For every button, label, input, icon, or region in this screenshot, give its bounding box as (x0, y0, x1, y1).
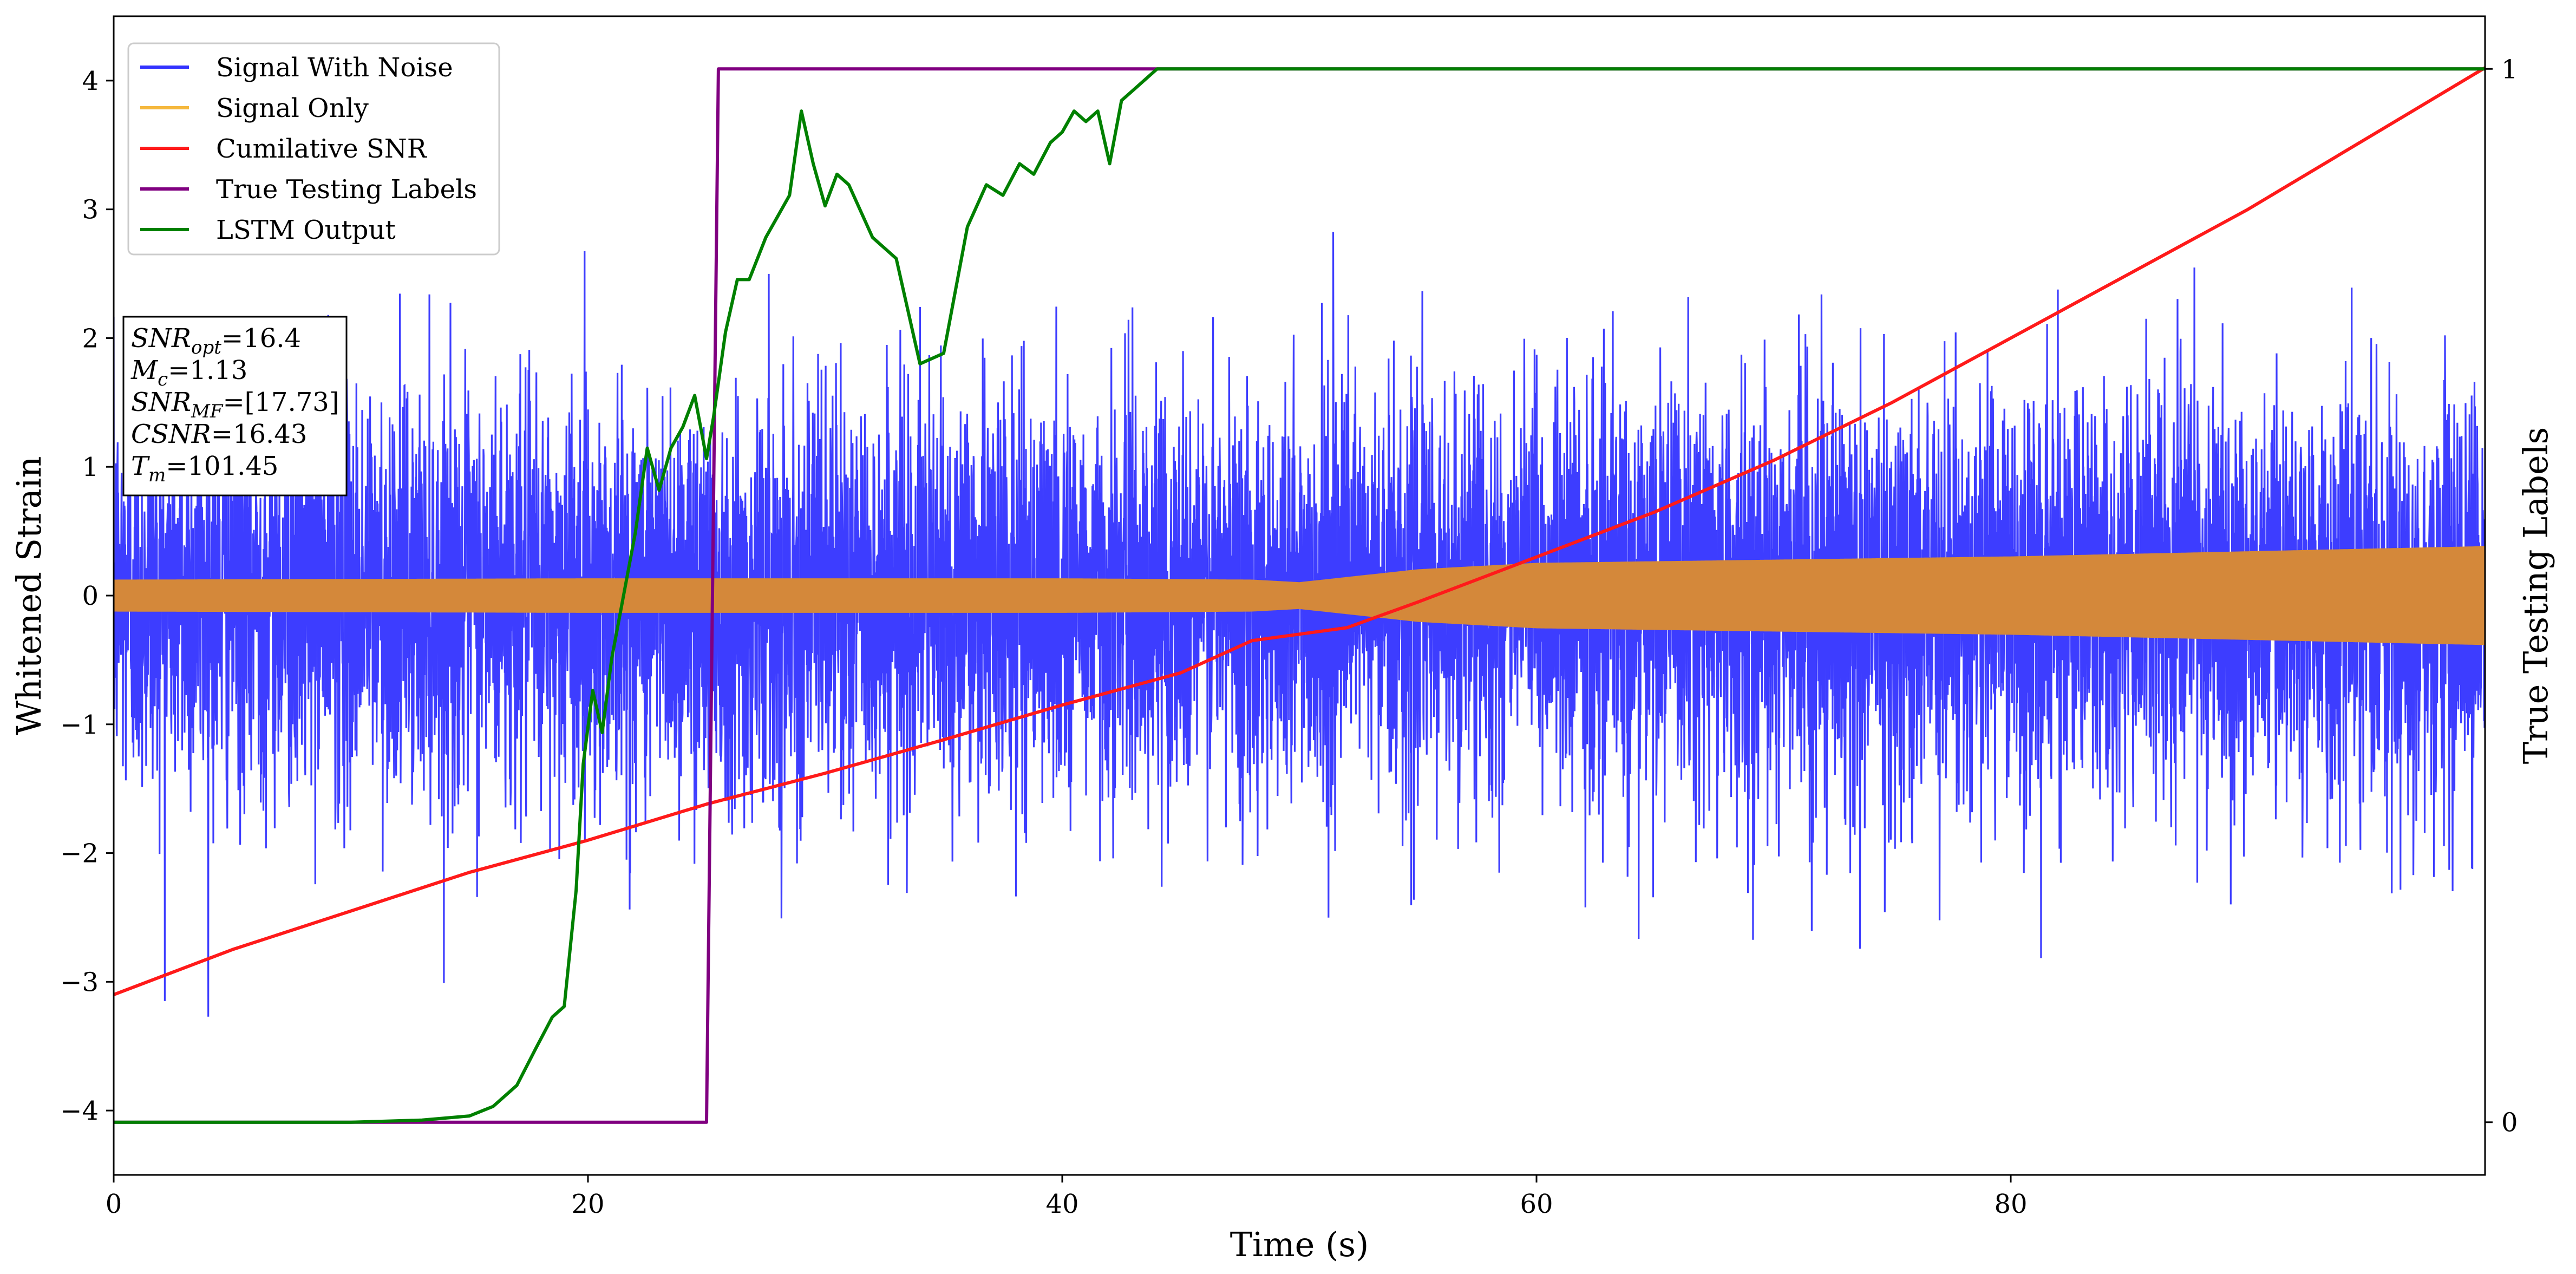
series-lstm-output (114, 67, 2485, 1124)
annotation-line: Mc=1.13 (130, 355, 247, 390)
legend-frame (127, 42, 500, 256)
annotation-subscript: c (158, 369, 168, 390)
legend-label: LSTM Output (216, 215, 396, 245)
y-tick: −4 (60, 1096, 114, 1126)
x-tick-label: 80 (1994, 1189, 2027, 1219)
annotation-value: =1.13 (168, 355, 247, 386)
x-tick: 80 (1994, 1175, 2028, 1219)
y-tick: 0 (82, 581, 114, 611)
y-tick-label: −4 (60, 1096, 99, 1126)
y-tick: 2 (82, 323, 114, 354)
annotation-subscript: m (148, 465, 166, 486)
y-tick: 4 (82, 66, 114, 96)
y2-tick-label: 0 (2501, 1108, 2518, 1138)
x-tick: 40 (1045, 1175, 1079, 1219)
y2-tick: 0 (2485, 1108, 2518, 1138)
annotation-symbol: T (131, 451, 150, 481)
annotation-line: Tm=101.45 (131, 451, 278, 486)
y-axis-label: Whitened Strain (9, 456, 49, 735)
annotation-symbol: M (130, 355, 159, 386)
y-tick: 3 (82, 195, 114, 225)
x-tick-label: 0 (106, 1189, 122, 1219)
annotation-box: SNRopt=16.4Mc=1.13SNRMF=[17.73]CSNR=16.4… (122, 316, 348, 496)
y-tick: 1 (82, 452, 114, 482)
annotation-line: CSNR=16.43 (131, 419, 307, 449)
y-tick-label: 4 (82, 66, 99, 96)
series-cumilative-snr (114, 66, 2485, 996)
annotation-subscript: MF (191, 401, 224, 422)
annotation-subscript: opt (191, 337, 221, 358)
annotation-line: SNRMF=[17.73] (131, 387, 339, 422)
annotation-value: =101.45 (166, 451, 278, 481)
x-tick-label: 40 (1045, 1189, 1078, 1219)
series-layer (114, 66, 2485, 1124)
legend-label: True Testing Labels (216, 174, 477, 205)
legend: Signal With Noise Signal Only Cumilative S… (127, 42, 500, 256)
annotation-symbol: SNR (131, 387, 191, 417)
y2-tick-label: 1 (2501, 54, 2518, 84)
y-tick-label: 1 (82, 452, 99, 482)
y-tick: −1 (60, 710, 114, 740)
y-tick: −3 (60, 967, 114, 997)
y-tick-label: −1 (60, 710, 99, 740)
y-tick-label: 0 (82, 581, 99, 611)
annotation-symbol: CSNR (131, 419, 211, 449)
x-tick-label: 60 (1520, 1189, 1553, 1219)
y-tick-label: −3 (60, 967, 99, 997)
legend-label: Signal With Noise (216, 53, 453, 83)
annotation-value: =[17.73] (223, 387, 339, 417)
legend-entry: True Testing Labels (140, 174, 477, 205)
legend-label: Signal Only (216, 93, 369, 123)
legend-label: Cumilative SNR (216, 134, 428, 164)
annotation-value: =16.43 (211, 419, 308, 449)
y-tick-label: 2 (82, 323, 99, 354)
legend-entry: Signal Only (140, 93, 369, 123)
y2-tick: 1 (2485, 54, 2518, 84)
x-tick: 60 (1520, 1175, 1553, 1219)
legend-entry: Signal With Noise (140, 53, 453, 83)
x-tick: 0 (106, 1175, 122, 1219)
legend-entry: LSTM Output (140, 215, 396, 245)
y-tick: −2 (60, 839, 114, 869)
y-tick-label: −2 (60, 839, 99, 869)
annotation-line: SNRopt=16.4 (131, 323, 301, 358)
x-axis-label: Time (s) (1230, 1225, 1369, 1264)
annotation-frame (122, 316, 348, 496)
annotation-symbol: SNR (131, 323, 191, 354)
annotation-value: =16.4 (221, 323, 301, 354)
legend-entry: Cumilative SNR (140, 134, 428, 164)
y2-axis-label: True Testing Labels (2516, 427, 2555, 765)
series-signal-only (114, 546, 2485, 645)
x-tick-label: 20 (571, 1189, 604, 1219)
y-tick-label: 3 (82, 195, 99, 225)
x-tick: 20 (571, 1175, 605, 1219)
